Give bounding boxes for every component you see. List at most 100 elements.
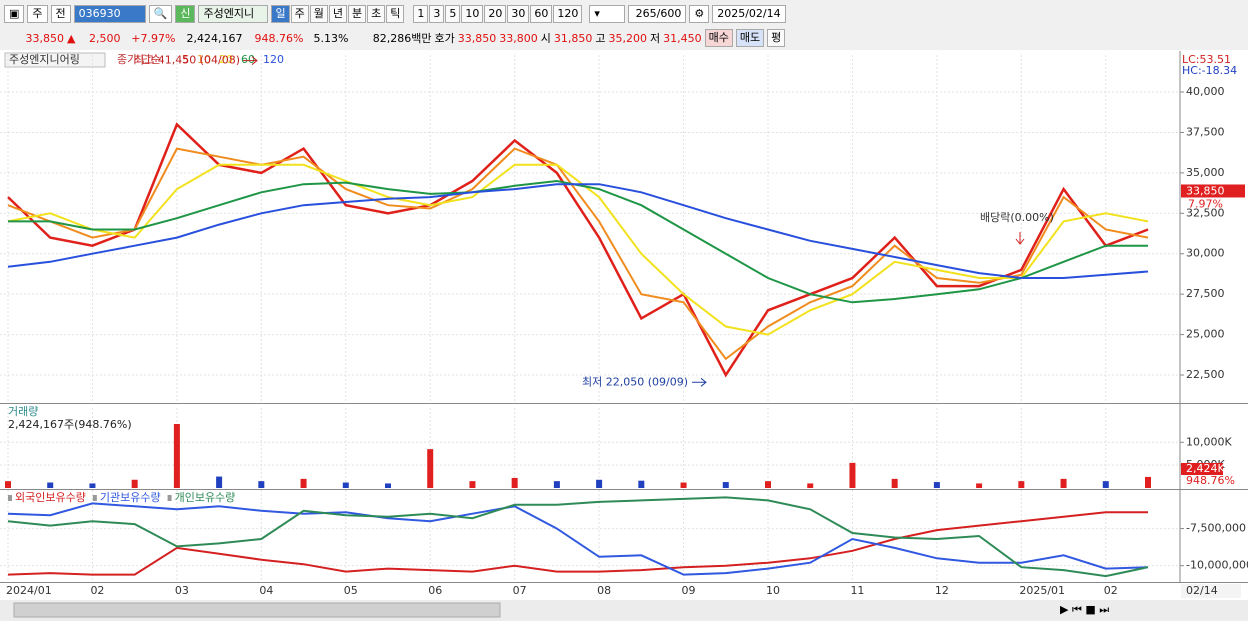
low: 31,450 xyxy=(663,31,702,45)
last-change-label: 7.97% xyxy=(1188,197,1223,210)
market-select[interactable]: 주 xyxy=(27,5,48,23)
legend-entry: 개인보유수량 xyxy=(175,491,236,504)
new-badge[interactable]: 신 xyxy=(175,5,196,23)
series-line xyxy=(7,502,1149,576)
buy-button[interactable]: 매수 xyxy=(704,29,733,47)
x-tick-label: 2024/01 xyxy=(6,584,52,597)
x-end-label: 02/14 xyxy=(1186,584,1218,597)
series-line xyxy=(7,122,1149,378)
x-tick-label: 02 xyxy=(1104,584,1118,597)
y-tick-label: -10,000,000 xyxy=(1186,559,1248,572)
period-select[interactable]: 전 xyxy=(50,5,71,23)
unit-button[interactable]: 3 xyxy=(429,5,445,23)
legend-entry: 기관보유수량 xyxy=(100,491,161,504)
interval-button[interactable]: 일 xyxy=(271,5,290,23)
high-annotation: 최고 41,450 (04/08) xyxy=(134,54,240,67)
date-input[interactable]: 2025/02/14 xyxy=(712,5,786,23)
amount: 82,286백만 xyxy=(372,32,432,45)
volume-ratio-label: 948.76% xyxy=(1186,474,1235,487)
volume-subtitle: 2,424,167주(948.76%) xyxy=(8,418,132,431)
search-button[interactable]: 🔍 xyxy=(148,5,173,23)
high-arrow xyxy=(243,56,258,65)
bar xyxy=(258,481,265,488)
legend-entry: 5 xyxy=(182,53,189,66)
bar xyxy=(47,482,54,488)
x-tick-label: 03 xyxy=(175,584,189,597)
y-tick-label: 35,000 xyxy=(1186,166,1225,179)
interval-button[interactable]: 분 xyxy=(347,5,367,23)
legend-swatch xyxy=(167,495,172,501)
event-arrow xyxy=(1015,232,1025,245)
turnover: 5.13% xyxy=(313,31,349,45)
unit-button[interactable]: 120 xyxy=(553,5,583,23)
last-volume-label: 2,424K xyxy=(1186,462,1225,475)
avg-button[interactable]: 평 xyxy=(767,29,786,47)
bar xyxy=(1102,481,1109,488)
x-end-box xyxy=(1181,584,1241,598)
unit-dropdown[interactable]: ▾ xyxy=(589,5,626,23)
bid: 33,800 xyxy=(499,31,538,45)
chart-title: 주성엔지니어링 xyxy=(9,53,80,66)
bar xyxy=(131,479,138,488)
low-label: 저 xyxy=(649,32,661,45)
bar xyxy=(976,483,983,488)
unit-button[interactable]: 1 xyxy=(413,5,429,23)
bar xyxy=(553,481,560,488)
y-tick-label: -7,500,000 xyxy=(1186,522,1246,535)
arrow: ▲ xyxy=(67,31,76,45)
change-pct: +7.97% xyxy=(131,31,176,45)
volume-title: 거래량 xyxy=(8,405,38,418)
interval-button[interactable]: 년 xyxy=(328,5,347,23)
interval-button[interactable]: 월 xyxy=(309,5,328,23)
interval-button[interactable]: 주 xyxy=(290,5,309,23)
title-box xyxy=(4,52,106,68)
volume-ratio: 948.76% xyxy=(254,31,304,45)
x-tick-label: 08 xyxy=(597,584,611,597)
bar xyxy=(596,479,603,488)
legend-entry: 20 xyxy=(219,53,233,66)
bar xyxy=(511,477,518,488)
interval-button[interactable]: 틱 xyxy=(386,5,405,23)
sell-button[interactable]: 매도 xyxy=(735,29,765,47)
y-tick-label: 32,500 xyxy=(1186,206,1225,219)
low-annotation: 최저 22,050 (09/09) xyxy=(582,375,688,388)
tool-button[interactable]: ⚙ xyxy=(689,5,710,23)
unit-button[interactable]: 20 xyxy=(484,5,507,23)
bar xyxy=(1145,476,1151,488)
x-tick-label: 04 xyxy=(259,584,273,597)
bar xyxy=(5,481,11,488)
unit-button[interactable]: 5 xyxy=(445,5,461,23)
code-input[interactable]: 036930 xyxy=(73,5,146,23)
x-tick-label: 11 xyxy=(850,584,864,597)
count: 265 xyxy=(635,7,657,20)
unit-button[interactable]: 30 xyxy=(507,5,530,23)
lc-label: LC:53.51 xyxy=(1182,53,1231,66)
bar xyxy=(807,483,814,488)
scroll-controls[interactable]: ▶ ⏮ ■ ⏭ xyxy=(1060,603,1109,616)
unit-button[interactable]: 10 xyxy=(461,5,484,23)
bar xyxy=(933,482,940,488)
bar xyxy=(173,424,180,488)
legend-entry: 10 xyxy=(197,53,211,66)
unit-button[interactable]: 60 xyxy=(530,5,553,23)
interval-button[interactable]: 초 xyxy=(367,5,386,23)
count-input[interactable]: 265/600 xyxy=(628,5,687,23)
legend-swatch xyxy=(92,495,97,501)
series-line xyxy=(7,496,1149,578)
bar xyxy=(891,478,898,488)
bar xyxy=(680,482,687,488)
high: 35,200 xyxy=(608,31,647,45)
bar xyxy=(469,481,476,488)
bar xyxy=(427,449,434,488)
series-line xyxy=(7,147,1149,361)
y-tick-label: 10,000K xyxy=(1186,435,1232,448)
bar xyxy=(385,483,391,488)
scroll-thumb[interactable] xyxy=(13,602,501,618)
chart-icon[interactable]: ▣ xyxy=(4,5,25,23)
y-tick-label: 27,500 xyxy=(1186,287,1225,300)
x-tick-label: 07 xyxy=(513,584,527,597)
hc-label: HC:-18.34 xyxy=(1182,64,1237,77)
